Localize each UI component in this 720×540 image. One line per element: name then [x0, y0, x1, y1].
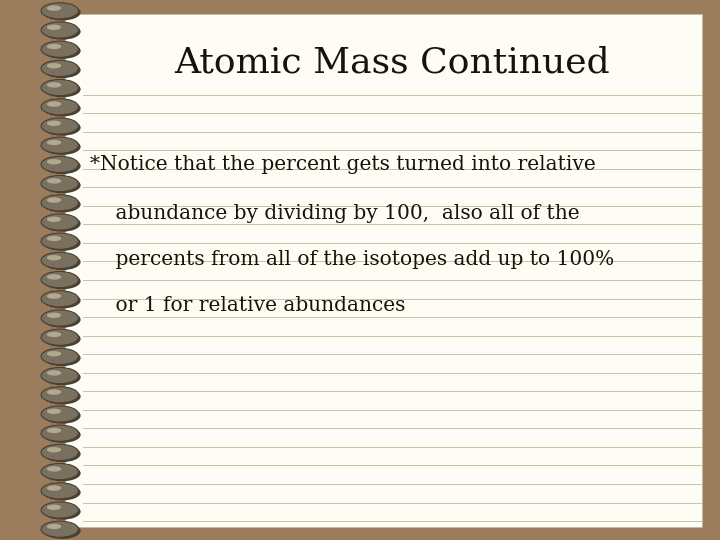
- Text: percents from all of the isotopes add up to 100%: percents from all of the isotopes add up…: [90, 249, 614, 269]
- Text: or 1 for relative abundances: or 1 for relative abundances: [90, 295, 405, 315]
- Text: abundance by dividing by 100,  also all of the: abundance by dividing by 100, also all o…: [90, 204, 580, 223]
- Text: *Notice that the percent gets turned into relative: *Notice that the percent gets turned int…: [90, 155, 595, 174]
- Text: Atomic Mass Continued: Atomic Mass Continued: [174, 45, 611, 79]
